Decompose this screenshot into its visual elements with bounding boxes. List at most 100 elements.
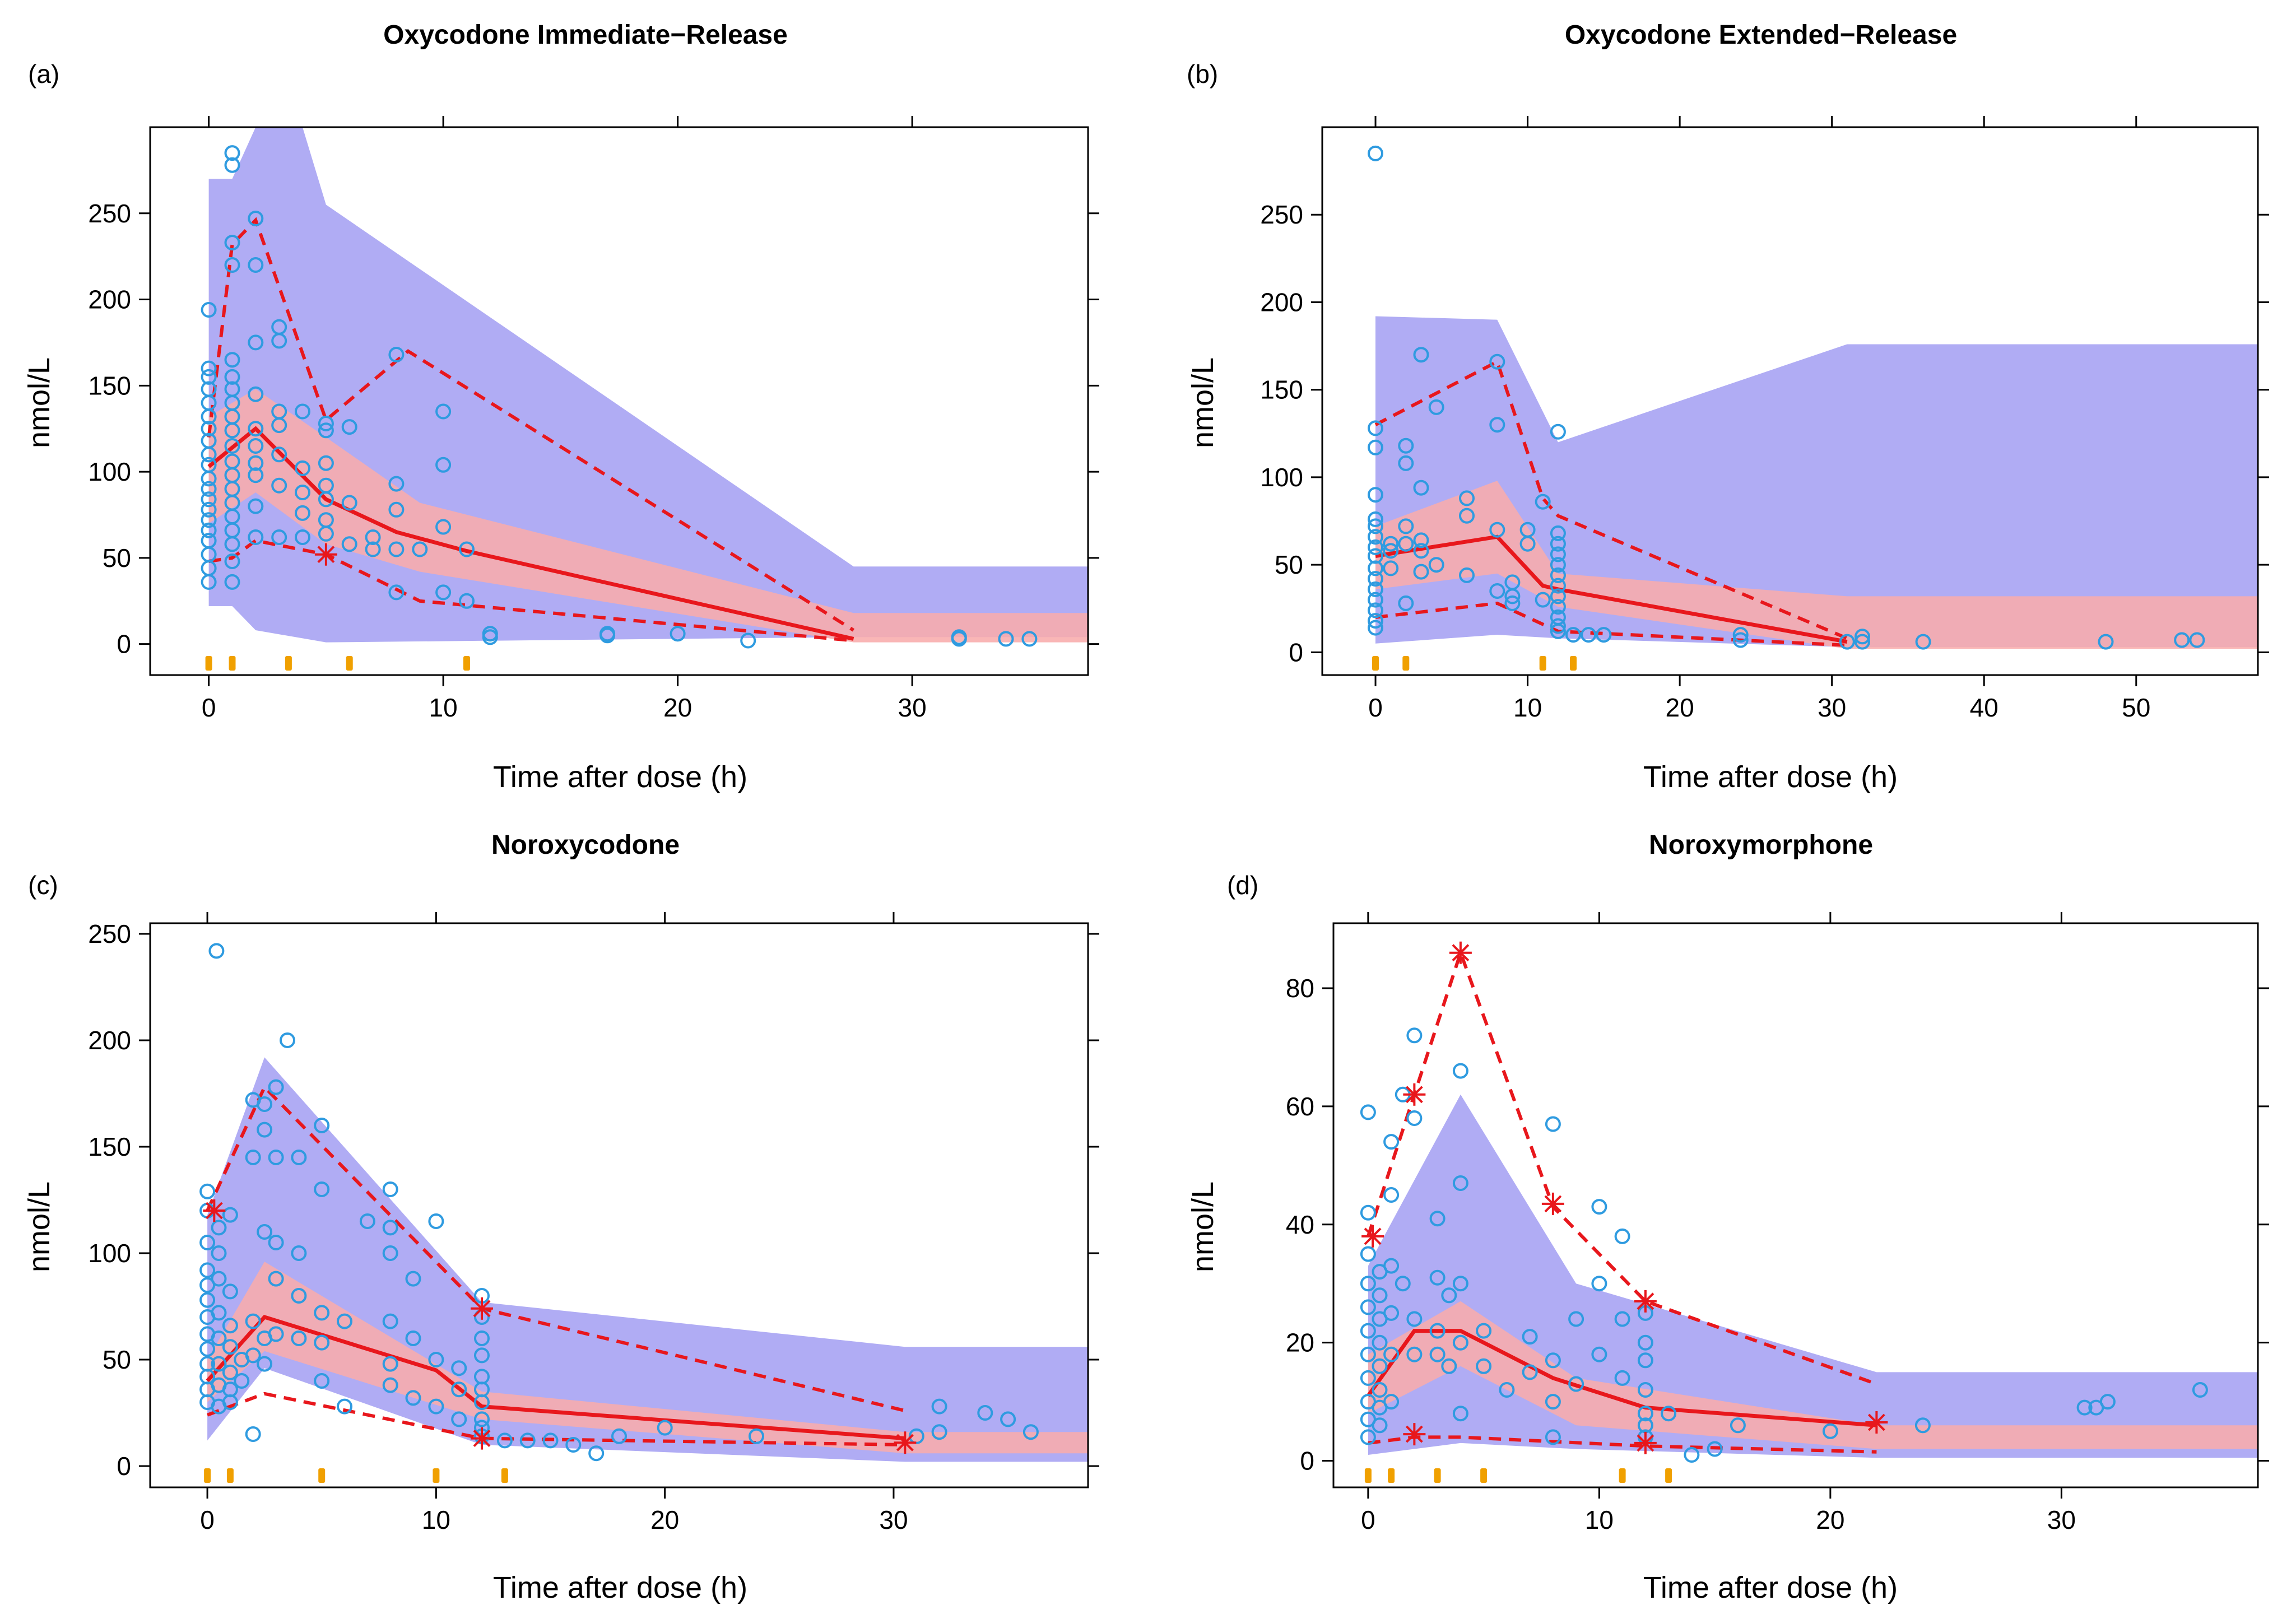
panel-c-data-point: [222, 1283, 238, 1300]
panel-c-data-point: [257, 1356, 273, 1372]
panel-d-data-point: [1383, 1134, 1400, 1150]
panel-c-data-point: [405, 1271, 421, 1287]
panel-c-data-point: [1022, 1424, 1039, 1440]
panel-d-data-point: [1372, 1287, 1388, 1304]
panel-c-data-point: [211, 1271, 227, 1287]
panel-b-y-tick-label: 200: [1260, 287, 1303, 317]
panel-b-data-point: [1383, 560, 1399, 576]
panel-d-bin-marker: [1434, 1468, 1441, 1483]
panel-d-data-point: [1476, 1358, 1492, 1374]
panel-d-outlier-asterisk: [1403, 1083, 1426, 1106]
panel-b-data-point: [1428, 557, 1444, 573]
panel-c-data-point: [268, 1150, 284, 1165]
panel-d-data-point: [1452, 1276, 1468, 1292]
panel-b-data-point: [1368, 602, 1383, 618]
panel-b-data-point: [1398, 595, 1414, 611]
panel-d-data-point: [1637, 1406, 1653, 1422]
panel-a-data-point: [295, 460, 310, 476]
panel-a-title: Oxycodone Immediate−Release: [383, 20, 788, 50]
panel-d-data-point: [1360, 1346, 1376, 1362]
panel-a-data-point: [201, 408, 217, 425]
panel-c-data-point: [291, 1245, 307, 1261]
panel-b-median-line: [1375, 534, 1848, 644]
panel-c-median-line: [206, 1314, 905, 1441]
panel-b-data-point: [1368, 613, 1383, 629]
panel-d-data-point: [1452, 1063, 1468, 1079]
panel-b-data-point: [1581, 627, 1597, 643]
panel-d-data-point: [1372, 1382, 1388, 1398]
panel-b-data-point: [1368, 548, 1383, 564]
panel-d-data-point: [1429, 1346, 1446, 1362]
panel-a-asterisk-stroke: [317, 546, 335, 564]
panel-a-data-point: [435, 519, 452, 535]
panel-d-bin-marker: [1480, 1468, 1488, 1483]
panel-c-asterisk-stroke: [205, 1202, 223, 1220]
panel-b-data-point: [1368, 439, 1383, 455]
panel-d-data-point: [1360, 1299, 1376, 1315]
panel-c-data-point: [268, 1271, 284, 1287]
panel-a-plot-area: [201, 127, 1088, 649]
panel-c-data-point: [931, 1398, 947, 1415]
panel-d-data-point: [1522, 1364, 1538, 1380]
panel-a-data-point: [248, 529, 264, 545]
panel-d-data-point: [1360, 1429, 1376, 1445]
panel-d-x-tick-label: 20: [1816, 1505, 1844, 1534]
panel-b-frame: [1321, 126, 2259, 676]
panel-d-data-point: [2192, 1382, 2208, 1398]
panel-c-y-tick-label: 50: [103, 1345, 131, 1374]
panel-c-outlier-asterisk: [471, 1297, 494, 1320]
panel-c-data-point: [565, 1437, 582, 1453]
panel-d-asterisk-stroke: [1405, 1425, 1423, 1443]
panel-d-asterisk-stroke: [1452, 944, 1470, 962]
panel-c-data-point: [428, 1398, 444, 1415]
panel-d-data-point: [1730, 1417, 1746, 1434]
panel-d-data-point: [1372, 1417, 1388, 1434]
panel-c-data-point: [657, 1420, 673, 1436]
panel-c-data-point: [291, 1150, 307, 1165]
panel-a-bin-marker: [346, 656, 353, 671]
panel-b-data-point: [1489, 417, 1505, 433]
panel-c-data-point: [211, 1220, 227, 1236]
panel-a-label: (a): [28, 59, 59, 89]
panel-b-x-tick-label: 0: [1368, 693, 1383, 722]
panel-b-data-point: [1915, 634, 1931, 650]
panel-a-data-point: [201, 491, 217, 508]
panel-c-frame: [149, 922, 1089, 1488]
panel-d-bin-marker: [1665, 1468, 1672, 1483]
panel-b-x-tick-label: 20: [1666, 693, 1694, 722]
panel-d-median-prediction-band: [1368, 1301, 2258, 1449]
panel-c-data-point: [588, 1445, 605, 1462]
panel-b-data-point: [1489, 522, 1505, 538]
panel-b-data-point: [1368, 145, 1383, 161]
panel-a-data-point: [271, 529, 287, 545]
panel-b-y-tick-label: 150: [1260, 375, 1303, 404]
panel-c-data-point: [222, 1207, 238, 1223]
panel-c-x-tick-label: 30: [879, 1505, 908, 1534]
panel-b-data-point: [1413, 532, 1429, 548]
panel-c-data-point: [199, 1341, 216, 1357]
panel-c-label: (c): [28, 871, 58, 900]
panel-b-data-point: [1535, 494, 1551, 510]
panel-c-data-point: [611, 1428, 627, 1444]
panel-c-data-point: [257, 1224, 273, 1240]
panel-a-data-point: [341, 419, 357, 435]
panel-c-data-point: [222, 1394, 238, 1410]
panel-b-data-point: [1550, 618, 1566, 634]
panel-d-outlier-asterisk: [1634, 1431, 1657, 1454]
panel-d-asterisk-stroke: [1544, 1195, 1562, 1213]
panel-b-data-point: [1550, 567, 1566, 583]
panel-a-data-point: [365, 541, 381, 557]
panel-b-bin-marker: [1402, 656, 1410, 671]
panel-a-data-point: [201, 302, 217, 318]
panel-a-data-point: [224, 536, 240, 552]
panel-a-data-point: [224, 574, 240, 590]
panel-c-data-point: [337, 1398, 352, 1415]
panel-c-data-point: [199, 1262, 216, 1278]
panel-d-data-point: [1429, 1211, 1446, 1227]
panel-b-x-tick-label: 10: [1513, 693, 1542, 722]
panel-c-data-point: [268, 1326, 284, 1342]
panel-b-data-point: [1550, 578, 1566, 594]
panel-c-data-point: [749, 1428, 764, 1444]
panel-a-data-point: [248, 438, 264, 454]
panel-a-data-point: [412, 541, 428, 557]
